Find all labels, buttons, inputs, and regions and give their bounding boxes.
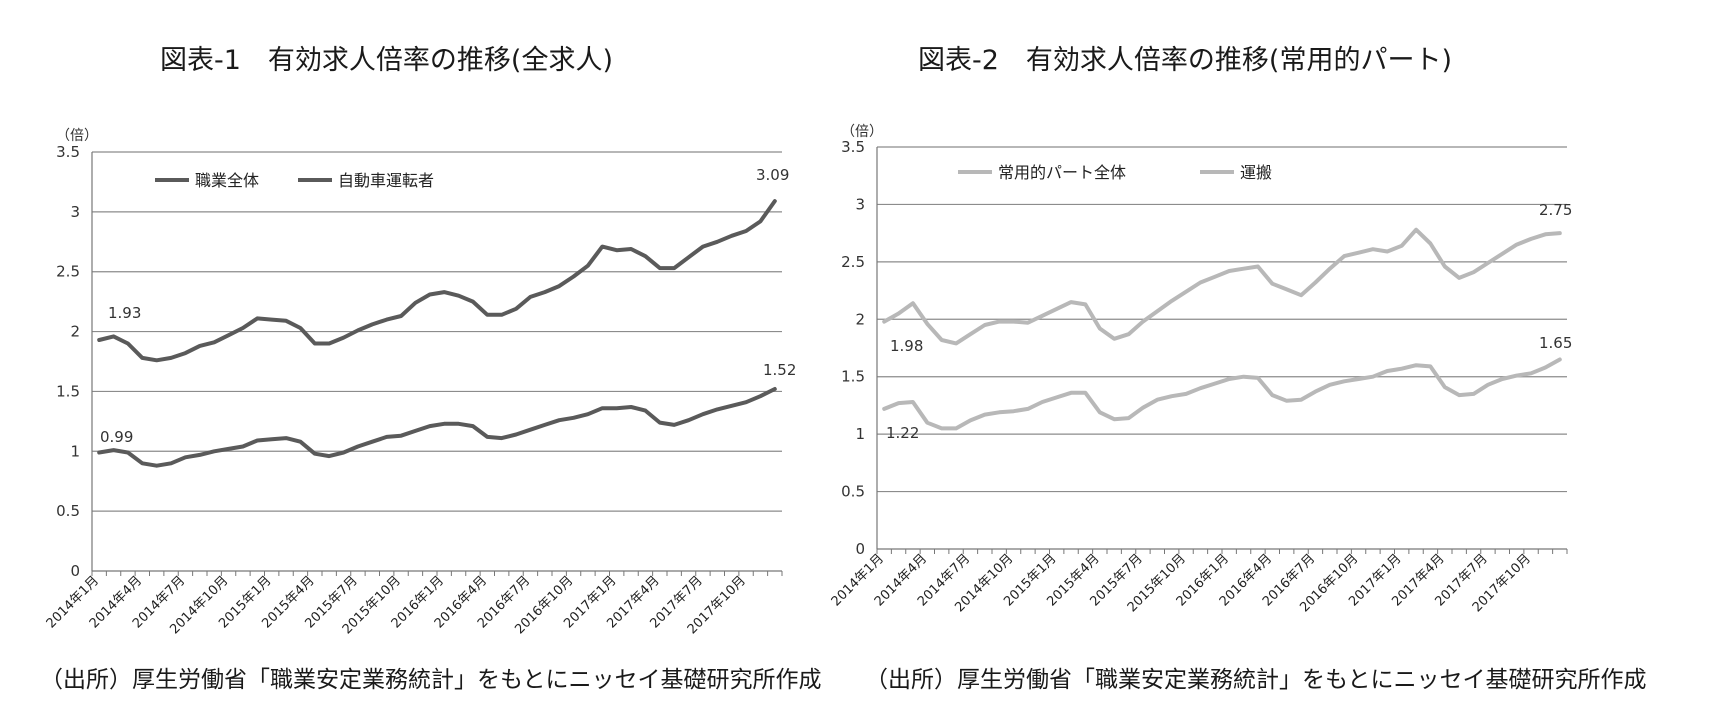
- chart2-legend-label-2: 運搬: [1240, 163, 1272, 182]
- chart1-y-tick-label: 1: [70, 442, 80, 460]
- chart2-data-label: 1.65: [1539, 334, 1572, 352]
- chart1-data-label: 1.93: [108, 304, 141, 322]
- chart2-y-tick-label: 1: [855, 425, 865, 443]
- chart1-data-label: 1.52: [763, 361, 796, 379]
- chart1-y-tick-label: 3.5: [56, 143, 80, 161]
- chart1-data-label: 3.09: [756, 166, 789, 184]
- chart2-series-line-2: [882, 227, 1562, 346]
- chart1-unit-label: （倍）: [56, 128, 98, 144]
- chart1-y-tick-label: 1.5: [56, 382, 80, 400]
- chart1-data-label: 0.99: [100, 428, 133, 446]
- chart2-y-tick-label: 2.5: [841, 253, 865, 271]
- chart1-y-tick-label: 3: [70, 203, 80, 221]
- chart1-y-tick-label: 0: [70, 562, 80, 580]
- chart2-y-tick-label: 0.5: [841, 483, 865, 501]
- chart2-data-label: 2.75: [1539, 201, 1572, 219]
- chart1-y-tick-label: 2.5: [56, 263, 80, 281]
- chart1-series-line-2: [97, 199, 777, 363]
- chart2-series-line-1: [882, 357, 1562, 431]
- chart2-y-tick-label: 0: [855, 540, 865, 558]
- chart2-y-tick-label: 3: [855, 195, 865, 213]
- chart1-legend-label-2: 自動車運転者: [338, 171, 434, 190]
- chart2-y-tick-label: 2: [855, 310, 865, 328]
- chart2-y-tick-label: 1.5: [841, 368, 865, 386]
- chart2-title: 図表-2 有効求人倍率の推移(常用的パート): [918, 45, 1452, 76]
- chart1-legend-label-1: 職業全体: [195, 171, 259, 190]
- chart2-legend-label-1: 常用的パート全体: [998, 163, 1126, 182]
- chart2-y-tick-label: 3.5: [841, 138, 865, 156]
- chart1-plot: 00.511.522.533.52014年1月2014年4月2014年7月201…: [44, 128, 797, 637]
- chart2-source-note: （出所）厚生労働省「職業安定業務統計」をもとにニッセイ基礎研究所作成: [865, 667, 1647, 693]
- chart1-title: 図表-1 有効求人倍率の推移(全求人): [160, 45, 613, 76]
- chart1-y-tick-label: 0.5: [56, 502, 80, 520]
- chart2-data-label: 1.22: [886, 424, 919, 442]
- chart1-y-tick-label: 2: [70, 323, 80, 341]
- chart2-plot: 00.511.522.533.52014年1月2014年4月2014年7月201…: [829, 124, 1573, 615]
- chart1-source-note: （出所）厚生労働省「職業安定業務統計」をもとにニッセイ基礎研究所作成: [40, 667, 822, 693]
- chart1-series-line-1: [97, 387, 777, 468]
- chart2-data-label: 1.98: [890, 337, 923, 355]
- chart2-unit-label: （倍）: [841, 124, 883, 140]
